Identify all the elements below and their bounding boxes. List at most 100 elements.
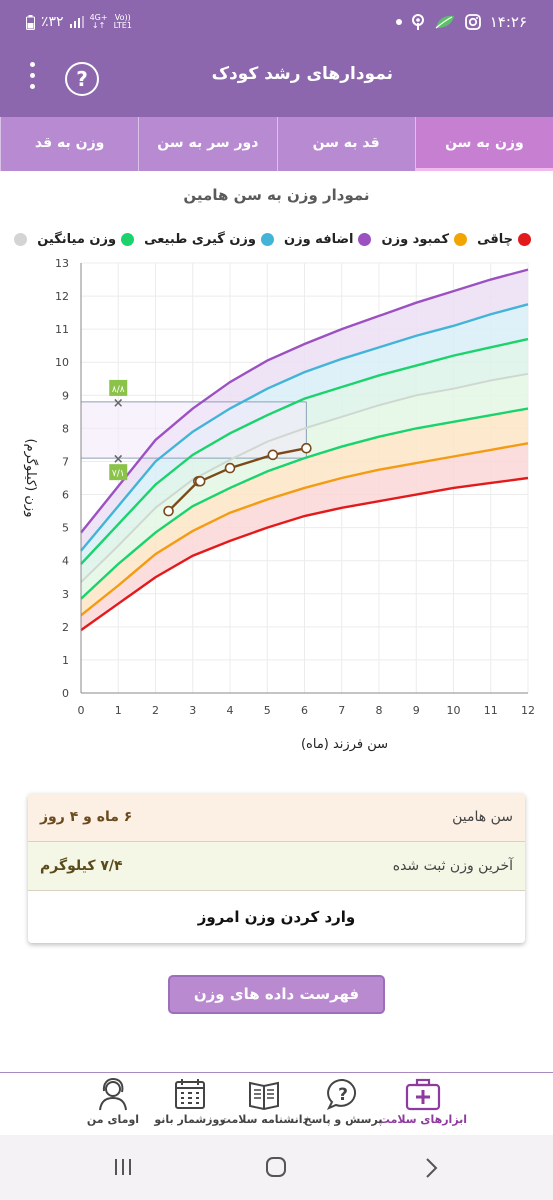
percentile-band <box>81 339 528 583</box>
legend-dot <box>358 233 372 246</box>
last-weight-row: آخرین وزن ثبت شده ۷/۴ کیلوگرم <box>28 842 525 891</box>
app-leaf-icon <box>435 15 454 29</box>
percentile-curve <box>80 268 529 534</box>
chart-legend: چاقی کمبود وزن اضافه وزن وزن گیری طبیعی … <box>9 232 531 247</box>
percentile-curve <box>80 407 529 600</box>
legend-dot <box>121 233 135 246</box>
percentile-band <box>81 269 528 551</box>
help-button[interactable]: ? <box>65 62 99 96</box>
y-tick-label: 13 <box>55 257 69 270</box>
legend-item-extra[interactable] <box>9 232 28 247</box>
recent-apps-icon[interactable] <box>113 1157 133 1177</box>
calendar-icon <box>175 1079 205 1109</box>
status-bar: ٪۳۲ 4G+ ↓↑ Vo)) LTE1 ۱۴:۲۶ <box>0 0 553 42</box>
help-circle-icon: ? <box>76 67 88 91</box>
y-tick-label: 10 <box>55 356 69 369</box>
x-tick-label: 0 <box>78 704 85 717</box>
percentile-curve <box>80 476 529 632</box>
measurement-point[interactable] <box>267 449 279 461</box>
measurement-point[interactable] <box>224 462 236 474</box>
legend-item-overweight[interactable]: اضافه وزن <box>284 232 372 247</box>
status-left: ٪۳۲ 4G+ ↓↑ Vo)) LTE1 <box>26 14 132 30</box>
x-tick-label: 2 <box>152 704 159 717</box>
hotspot-icon <box>411 14 424 30</box>
x-tick-label: 1 <box>115 704 122 717</box>
y-tick-label: 0 <box>62 687 69 700</box>
page-title: نمودارهای رشد کودک <box>211 64 393 84</box>
signal-icon <box>69 16 84 28</box>
percentile-curve <box>80 303 529 552</box>
x-tick-label: 7 <box>338 704 345 717</box>
x-tick-label: 3 <box>189 704 196 717</box>
encyclopedia-icon <box>249 1081 279 1111</box>
battery-icon <box>26 14 35 30</box>
y-tick-label: 8 <box>62 422 69 435</box>
nav-encyclopedia[interactable]: دانشنامه سلامت <box>209 1077 319 1126</box>
bottom-navigation: ابزارهای سلامت ? پرسش و پاسخ دانشنامه سل… <box>0 1072 553 1135</box>
chart-tabs: وزن به سن قد به سن دور سر به سن وزن به ق… <box>0 117 553 171</box>
y-tick-label: 7 <box>62 455 69 468</box>
x-tick-label: 6 <box>301 704 308 717</box>
weight-data-list-button[interactable]: فهرست داده های وزن هامین <box>168 975 385 1038</box>
more-menu-button[interactable] <box>25 62 39 98</box>
x-tick-label: 4 <box>227 704 234 717</box>
reference-marker-cross: × <box>113 452 124 467</box>
measurement-point[interactable] <box>301 442 312 454</box>
app-bar: ? نمودارهای رشد کودک <box>0 42 553 117</box>
tab-head-circumference-for-age[interactable]: دور سر به سن <box>138 117 276 171</box>
legend-item-obese[interactable]: چاقی <box>477 232 531 247</box>
measurement-point[interactable] <box>194 476 206 487</box>
y-tick-label: 11 <box>55 323 69 336</box>
legend-item-average[interactable]: وزن میانگین <box>37 232 135 247</box>
back-icon[interactable] <box>424 1157 438 1179</box>
legend-item-underweight[interactable]: کمبود وزن <box>381 232 468 247</box>
y-tick-label: 9 <box>62 389 69 402</box>
more-vertical-icon <box>29 62 35 67</box>
last-weight-label: آخرین وزن ثبت شده <box>392 858 513 874</box>
tab-height-for-age[interactable]: قد به سن <box>276 117 415 171</box>
age-value: ۶ ماه و ۴ روز <box>40 809 133 825</box>
enter-today-weight-button[interactable]: وارد کردن وزن امروز <box>197 908 356 926</box>
percentile-curve <box>80 442 529 617</box>
x-tick-label: 11 <box>484 704 498 717</box>
volte-indicator: Vo)) LTE1 <box>113 13 132 30</box>
svg-text:?: ? <box>338 1085 348 1105</box>
reference-marker-cross: × <box>113 396 124 411</box>
x-axis-label: سن فرزند (ماه) <box>301 737 388 752</box>
percentile-band <box>81 304 528 564</box>
home-icon[interactable] <box>265 1156 287 1178</box>
clock: ۱۴:۲۶ <box>489 13 527 31</box>
y-tick-label: 4 <box>62 555 69 568</box>
x-tick-label: 10 <box>447 704 461 717</box>
x-tick-label: 12 <box>521 704 535 717</box>
instagram-icon <box>464 14 481 30</box>
legend-dot <box>518 233 531 246</box>
tab-weight-for-height[interactable]: وزن به قد <box>0 117 138 171</box>
nav-health-tools[interactable]: ابزارهای سلامت <box>368 1077 478 1126</box>
battery-percent: ٪۳۲ <box>41 14 64 30</box>
y-tick-label: 6 <box>62 489 69 502</box>
y-tick-label: 1 <box>62 654 69 667</box>
nav-qa[interactable]: ? پرسش و پاسخ <box>288 1077 398 1126</box>
percentile-curve <box>80 372 529 583</box>
tab-weight-for-age[interactable]: وزن به سن <box>414 117 553 171</box>
chart-title: نمودار وزن به سن هامین <box>183 186 370 204</box>
x-tick-label: 8 <box>376 704 383 717</box>
reference-value-badge <box>109 379 128 396</box>
percentile-band <box>81 408 528 616</box>
notification-dot <box>395 19 402 25</box>
legend-item-normal[interactable]: وزن گیری طبیعی <box>144 232 274 247</box>
legend-dot <box>454 233 468 246</box>
percentile-curve <box>80 337 529 565</box>
nav-calendar[interactable]: روزشمار بانو <box>135 1077 245 1126</box>
legend-dot <box>14 233 28 246</box>
nav-my-profile[interactable]: اومای من <box>58 1077 168 1126</box>
reference-value-label: ۷/۱ <box>112 469 125 479</box>
profile-woman-icon <box>99 1077 127 1111</box>
y-tick-label: 2 <box>62 621 69 634</box>
age-row: سن هامین ۶ ماه و ۴ روز <box>28 793 525 842</box>
y-tick-label: 12 <box>55 290 69 303</box>
measurement-point[interactable] <box>163 505 174 517</box>
percentile-band <box>81 443 528 631</box>
